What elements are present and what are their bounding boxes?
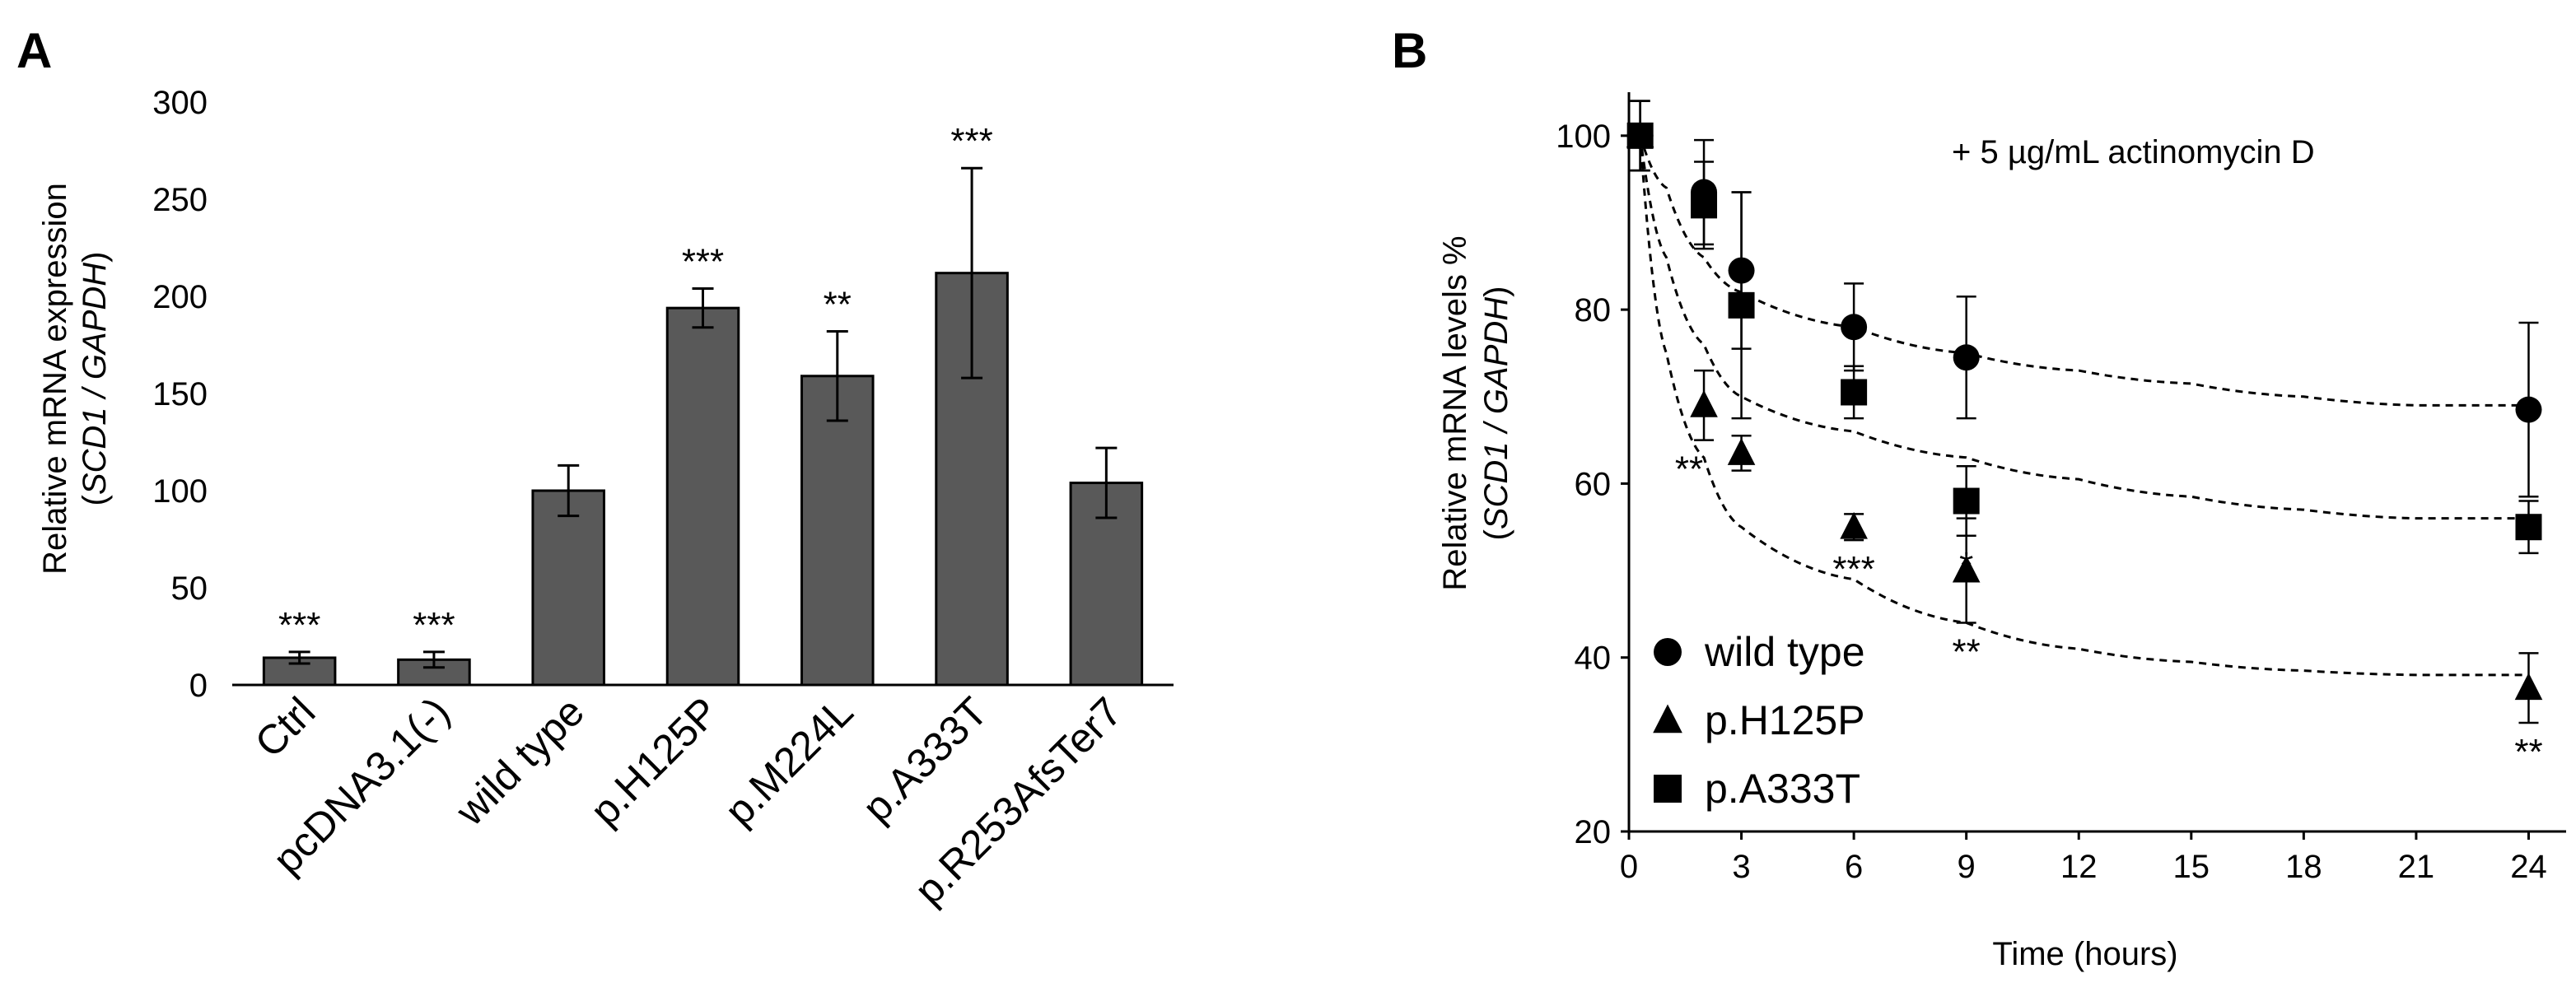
treatment-annotation: + 5 µg/mL actinomycin D <box>1952 134 2315 170</box>
x-tick-label: 21 <box>2398 849 2435 885</box>
legend-label: p.A333T <box>1705 766 1860 812</box>
bar <box>531 489 605 687</box>
marker-square <box>1691 192 1718 219</box>
panel-b-label: B <box>1392 23 1427 78</box>
y-tick-label: 50 <box>171 571 208 607</box>
y-tick-label: 300 <box>152 85 208 121</box>
panel-b-decay-chart: B Relative mRNA levels % (SCD1 / GAPDH) … <box>1392 23 2566 972</box>
marker-triangle <box>2514 673 2543 701</box>
y-tick-label: 60 <box>1575 466 1612 502</box>
x-tick-label: 0 <box>1620 849 1638 885</box>
marker-square <box>1728 291 1755 319</box>
x-tick-label: 15 <box>2173 849 2210 885</box>
category-label: p.H125P <box>581 688 727 834</box>
y-tick-label: 20 <box>1575 814 1612 850</box>
legend-label: p.H125P <box>1705 697 1865 743</box>
significance-label: ** <box>1953 631 1981 672</box>
significance-label: ** <box>824 284 852 324</box>
significance-label: *** <box>1832 549 1874 589</box>
marker-triangle <box>1653 704 1682 734</box>
significance-label: ** <box>1675 449 1703 490</box>
fit-curve <box>1639 135 2529 677</box>
marker-circle <box>1841 314 1868 341</box>
category-label: p.M224L <box>716 688 861 834</box>
marker-triangle <box>1690 389 1718 417</box>
marker-triangle <box>1727 438 1756 465</box>
x-tick-label: 3 <box>1732 849 1750 885</box>
x-tick-label: 9 <box>1958 849 1976 885</box>
y-tick-label: 250 <box>152 182 208 218</box>
category-label: p.A333T <box>854 688 996 831</box>
significance-label: ** <box>2514 732 2542 772</box>
x-tick-label: 12 <box>2060 849 2098 885</box>
significance-label: *** <box>278 605 320 645</box>
panel-a-ylabel-units: (SCD1 / GAPDH) <box>77 252 113 506</box>
panel-b-ylabel: Relative mRNA levels % <box>1437 235 1473 590</box>
fit-curve <box>1639 135 2529 520</box>
marker-square <box>1626 122 1654 149</box>
fit-curve <box>1639 135 2529 407</box>
y-tick-label: 100 <box>1556 119 1611 155</box>
marker-triangle <box>1840 511 1868 539</box>
y-tick-label: 150 <box>152 376 208 412</box>
marker-circle <box>1953 344 1980 371</box>
panel-a-label: A <box>16 23 52 78</box>
marker-circle <box>1654 638 1682 666</box>
marker-square <box>2515 514 2542 541</box>
y-tick-label: 80 <box>1575 292 1612 328</box>
x-tick-label: 24 <box>2510 849 2547 885</box>
y-tick-label: 200 <box>152 279 208 315</box>
significance-label: * <box>1959 545 1973 585</box>
y-tick-label: 40 <box>1575 640 1612 677</box>
category-label: Ctrl <box>246 688 324 766</box>
significance-label: *** <box>682 242 724 282</box>
category-label: wild type <box>446 688 593 835</box>
marker-square <box>1953 487 1980 515</box>
panel-b-xlabel: Time (hours) <box>1992 936 2177 972</box>
significance-label: *** <box>950 121 992 161</box>
bar <box>665 306 740 687</box>
marker-square <box>1841 379 1868 406</box>
marker-square <box>1654 775 1682 803</box>
panel-a-bar-chart: A Relative mRNA expression (SCD1 / GAPDH… <box>16 23 1174 914</box>
bar <box>800 375 875 687</box>
panel-b-ylabel-units: (SCD1 / GAPDH) <box>1478 286 1514 541</box>
y-tick-label: 0 <box>189 668 208 704</box>
x-tick-label: 6 <box>1845 849 1863 885</box>
marker-triangle <box>1952 555 1981 583</box>
legend-label: wild type <box>1704 629 1865 675</box>
panel-a-ylabel: Relative mRNA expression <box>37 183 73 575</box>
x-tick-label: 18 <box>2285 849 2322 885</box>
y-tick-label: 100 <box>152 473 208 510</box>
marker-circle <box>2515 396 2542 423</box>
significance-label: *** <box>413 605 455 645</box>
